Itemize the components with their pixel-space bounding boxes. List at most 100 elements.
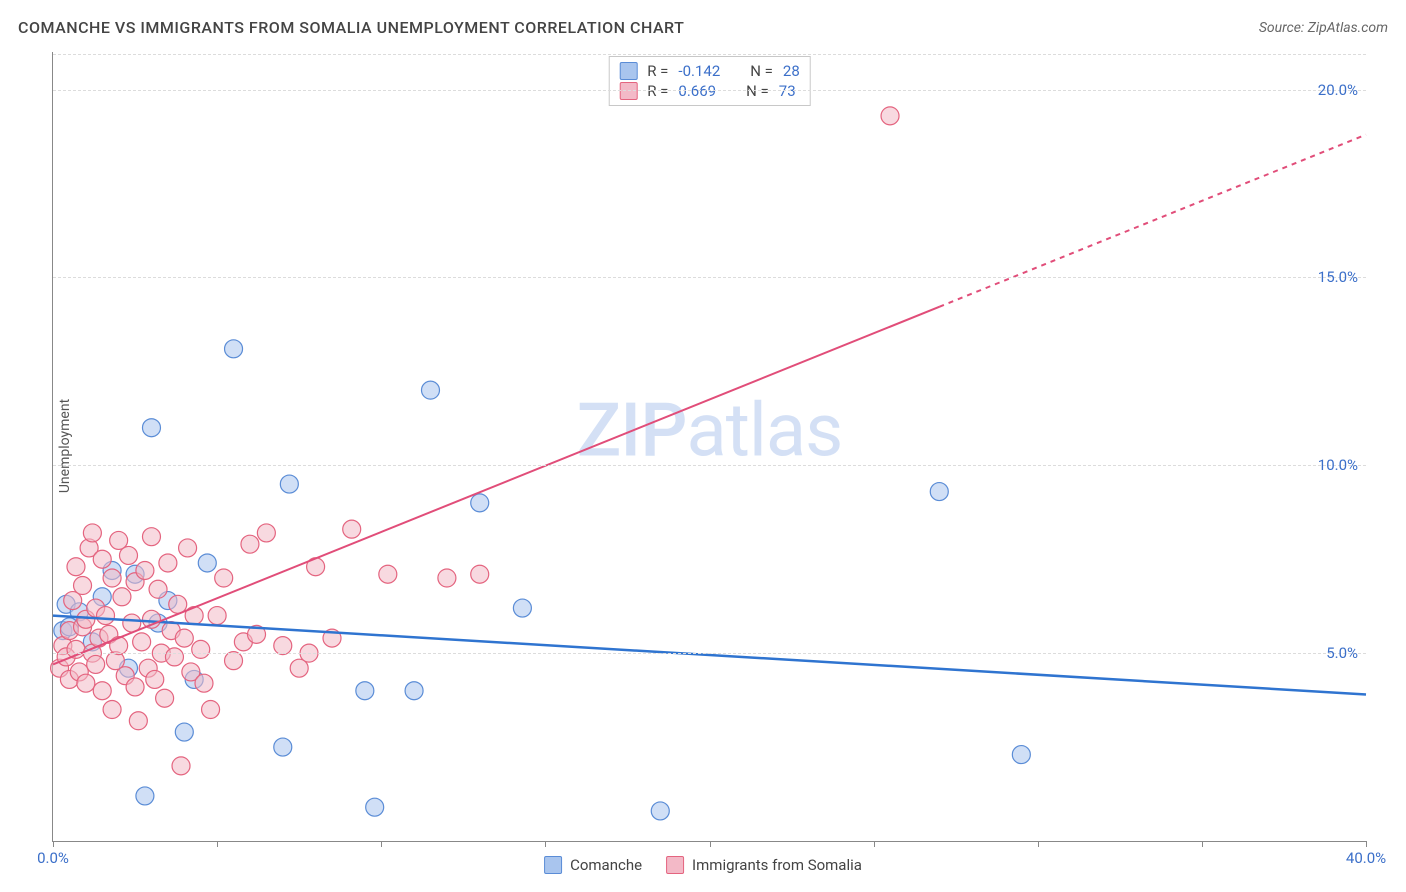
data-point-somalia	[179, 539, 197, 557]
n-value-comanche: 28	[783, 62, 800, 80]
data-point-somalia	[159, 554, 177, 572]
data-point-somalia	[129, 712, 147, 730]
y-tick-label: 10.0%	[1318, 456, 1358, 474]
r-value-comanche: -0.142	[678, 62, 720, 80]
data-point-comanche	[421, 381, 439, 399]
r-label: R =	[647, 82, 668, 100]
x-tick	[381, 841, 382, 847]
legend-label-comanche: Comanche	[570, 856, 642, 874]
data-point-comanche	[274, 738, 292, 756]
x-tick	[217, 841, 218, 847]
data-point-somalia	[110, 637, 128, 655]
data-point-somalia	[77, 674, 95, 692]
swatch-somalia	[619, 82, 637, 100]
data-point-somalia	[192, 640, 210, 658]
data-point-somalia	[67, 558, 85, 576]
data-point-somalia	[208, 607, 226, 625]
data-point-somalia	[119, 546, 137, 564]
gridline	[53, 90, 1366, 91]
data-point-comanche	[198, 554, 216, 572]
data-point-comanche	[405, 682, 423, 700]
data-point-comanche	[142, 419, 160, 437]
data-point-comanche	[1012, 746, 1030, 764]
data-point-somalia	[257, 524, 275, 542]
x-tick	[1038, 841, 1039, 847]
gridline	[53, 54, 1366, 55]
data-point-somalia	[97, 607, 115, 625]
gridline	[53, 465, 1366, 466]
data-point-somalia	[215, 569, 233, 587]
y-tick-label: 20.0%	[1318, 81, 1358, 99]
data-point-somalia	[165, 648, 183, 666]
data-point-somalia	[136, 561, 154, 579]
data-point-somalia	[225, 652, 243, 670]
data-point-somalia	[113, 588, 131, 606]
n-value-somalia: 73	[779, 82, 796, 100]
r-label: R =	[647, 62, 668, 80]
x-tick	[1202, 841, 1203, 847]
x-tick	[545, 841, 546, 847]
data-point-somalia	[881, 107, 899, 125]
data-point-comanche	[280, 475, 298, 493]
x-tick-label: 40.0%	[1346, 849, 1386, 867]
data-point-somalia	[142, 528, 160, 546]
data-point-somalia	[149, 580, 167, 598]
data-point-somalia	[195, 674, 213, 692]
gridline	[53, 653, 1366, 654]
data-point-somalia	[126, 678, 144, 696]
series-legend: Comanche Immigrants from Somalia	[544, 856, 862, 874]
data-point-somalia	[87, 655, 105, 673]
regression-line-comanche	[53, 616, 1366, 695]
data-point-somalia	[172, 757, 190, 775]
data-point-somalia	[133, 633, 151, 651]
swatch-comanche	[619, 62, 637, 80]
data-point-comanche	[651, 802, 669, 820]
y-tick-label: 5.0%	[1326, 644, 1358, 662]
data-point-somalia	[343, 520, 361, 538]
stats-legend-box: R = -0.142 N = 28 R = 0.669 N = 73	[608, 56, 811, 106]
x-tick-label: 0.0%	[37, 849, 69, 867]
legend-label-somalia: Immigrants from Somalia	[692, 856, 862, 874]
x-tick	[53, 841, 54, 847]
n-label: N =	[750, 62, 773, 80]
regression-line-somalia	[53, 307, 939, 665]
data-point-somalia	[83, 524, 101, 542]
x-tick	[874, 841, 875, 847]
source-label: Source: ZipAtlas.com	[1259, 20, 1388, 36]
x-tick	[710, 841, 711, 847]
data-point-comanche	[225, 340, 243, 358]
data-point-somalia	[103, 701, 121, 719]
data-point-comanche	[366, 798, 384, 816]
data-point-somalia	[156, 689, 174, 707]
stats-row-comanche: R = -0.142 N = 28	[619, 61, 800, 81]
data-point-somalia	[274, 637, 292, 655]
data-point-somalia	[202, 701, 220, 719]
chart-title: COMANCHE VS IMMIGRANTS FROM SOMALIA UNEM…	[18, 18, 684, 37]
chart-svg	[53, 52, 1366, 841]
data-point-comanche	[471, 494, 489, 512]
legend-item-somalia: Immigrants from Somalia	[666, 856, 862, 874]
data-point-comanche	[175, 723, 193, 741]
n-label: N =	[746, 82, 769, 100]
regression-line-somalia-dashed	[939, 135, 1366, 307]
data-point-somalia	[146, 670, 164, 688]
data-point-somalia	[175, 629, 193, 647]
swatch-somalia	[666, 856, 684, 874]
data-point-comanche	[930, 483, 948, 501]
chart-plot-area: ZIPatlas R = -0.142N = 28R = 0.669N = 73…	[52, 52, 1366, 842]
data-point-somalia	[74, 577, 92, 595]
data-point-somalia	[93, 682, 111, 700]
stats-row-somalia: R = 0.669 N = 73	[619, 81, 800, 101]
data-point-somalia	[93, 550, 111, 568]
legend-item-comanche: Comanche	[544, 856, 642, 874]
gridline	[53, 277, 1366, 278]
data-point-somalia	[241, 535, 259, 553]
data-point-somalia	[379, 565, 397, 583]
data-point-somalia	[438, 569, 456, 587]
data-point-comanche	[136, 787, 154, 805]
data-point-somalia	[103, 569, 121, 587]
swatch-comanche	[544, 856, 562, 874]
r-value-somalia: 0.669	[678, 82, 716, 100]
data-point-comanche	[513, 599, 531, 617]
x-tick	[1366, 841, 1367, 847]
